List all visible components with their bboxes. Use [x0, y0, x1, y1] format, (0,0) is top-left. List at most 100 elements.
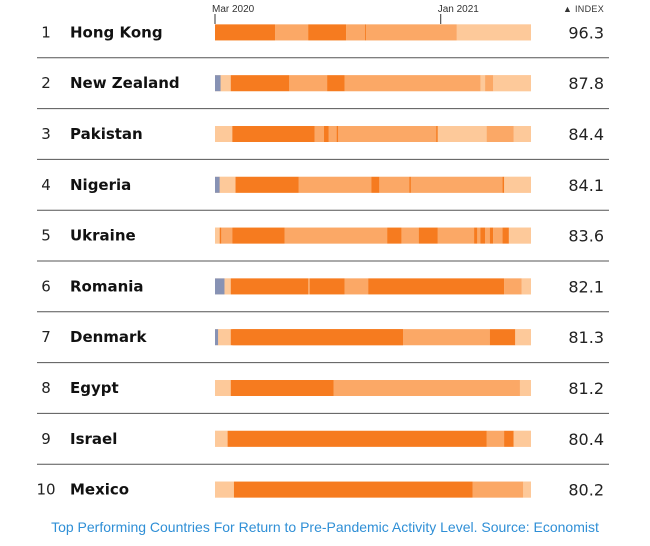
- activity-segment: [486, 126, 514, 142]
- country-index-chart: Mar 2020 Jan 2021 ▲ INDEX 1 Hong Kong 96.3 2 N…: [36, 4, 609, 500]
- activity-segment: [232, 126, 315, 142]
- country-name: Romania: [70, 277, 144, 295]
- rank-number: 3: [41, 125, 51, 143]
- activity-segment: [235, 176, 299, 193]
- index-value: 84.4: [568, 125, 604, 144]
- rank-number: 8: [41, 379, 51, 397]
- table-row: 1 Hong Kong 96.3: [37, 23, 609, 59]
- activity-segment: [515, 329, 531, 346]
- activity-segment: [409, 176, 411, 193]
- index-value: 81.2: [568, 379, 604, 398]
- activity-segment: [523, 481, 531, 498]
- table-row: 5 Ukraine 83.6: [37, 227, 609, 262]
- activity-segment: [489, 329, 516, 346]
- country-name: Egypt: [70, 379, 119, 397]
- axis-tick-label: Mar 2020: [212, 4, 255, 15]
- activity-segment: [220, 75, 231, 92]
- activity-segment: [403, 329, 490, 346]
- activity-segment: [314, 126, 325, 142]
- country-name: Denmark: [70, 328, 147, 346]
- index-value: 80.4: [568, 430, 604, 449]
- activity-segment: [232, 227, 285, 244]
- activity-segment: [289, 75, 328, 92]
- index-column-header: ▲ INDEX: [563, 4, 604, 14]
- activity-segment: [219, 176, 236, 193]
- activity-segment: [230, 278, 309, 295]
- country-name: Hong Kong: [70, 23, 163, 41]
- activity-segment: [338, 126, 437, 142]
- index-value: 83.6: [568, 227, 604, 246]
- activity-segment: [218, 329, 231, 346]
- time-axis: Mar 2020 Jan 2021 ▲ INDEX: [212, 4, 604, 24]
- activity-segment: [504, 278, 522, 295]
- table-row: 8 Egypt 81.2: [37, 379, 609, 414]
- activity-segment: [215, 481, 234, 498]
- activity-segment: [328, 126, 337, 142]
- activity-segment: [219, 227, 222, 244]
- activity-segment: [215, 380, 231, 396]
- activity-segment: [365, 24, 367, 41]
- activity-segment: [513, 126, 531, 142]
- table-row: 6 Romania 82.1: [37, 277, 609, 313]
- activity-segment: [485, 227, 490, 244]
- table-row: 3 Pakistan 84.4: [37, 125, 609, 160]
- activity-segment: [504, 176, 509, 193]
- activity-segment: [215, 24, 276, 41]
- activity-segment: [224, 278, 231, 295]
- activity-segment: [344, 75, 481, 92]
- activity-segment: [324, 126, 329, 142]
- country-name: Ukraine: [70, 227, 136, 245]
- activity-segment: [437, 126, 487, 142]
- activity-segment: [215, 75, 221, 92]
- activity-segment: [233, 481, 473, 498]
- activity-segment: [489, 227, 494, 244]
- activity-segment: [275, 24, 309, 41]
- activity-segment: [504, 430, 514, 447]
- activity-segment: [309, 278, 345, 295]
- axis-tick-label: Jan 2021: [438, 4, 480, 15]
- rank-number: 2: [41, 74, 51, 92]
- activity-segment: [371, 176, 380, 193]
- activity-segment: [215, 176, 220, 193]
- index-value: 84.1: [568, 176, 604, 195]
- activity-segment: [336, 126, 339, 142]
- activity-segment: [215, 278, 225, 295]
- table-row: 10 Mexico 80.2: [36, 481, 604, 500]
- activity-segment: [521, 278, 531, 295]
- rank-number: 5: [41, 227, 51, 245]
- activity-segment: [333, 380, 520, 396]
- activity-segment: [215, 430, 228, 447]
- activity-segment: [308, 278, 310, 295]
- activity-segment: [327, 75, 345, 92]
- activity-segment: [232, 329, 404, 346]
- activity-segment: [513, 430, 531, 447]
- activity-segment: [480, 227, 486, 244]
- activity-segment: [474, 227, 478, 244]
- activity-segment: [344, 278, 369, 295]
- activity-segment: [472, 481, 524, 498]
- activity-segment: [387, 227, 402, 244]
- activity-segment: [436, 126, 438, 142]
- index-value: 82.1: [568, 277, 604, 296]
- index-value: 80.2: [568, 481, 604, 500]
- activity-segment: [486, 430, 505, 447]
- activity-segment: [508, 227, 531, 244]
- activity-segment: [230, 75, 290, 92]
- activity-segment: [485, 75, 494, 92]
- activity-segment: [493, 227, 503, 244]
- rank-number: 7: [41, 328, 51, 346]
- activity-segment: [401, 227, 419, 244]
- activity-segment: [493, 75, 531, 92]
- activity-segment: [379, 176, 410, 193]
- activity-segment: [368, 278, 505, 295]
- table-row: 4 Nigeria 84.1: [37, 176, 609, 211]
- country-name: Mexico: [70, 481, 129, 499]
- activity-segment: [346, 24, 366, 41]
- table-row: 7 Denmark 81.3: [37, 328, 609, 364]
- rank-number: 6: [41, 277, 51, 295]
- index-value: 96.3: [568, 23, 604, 42]
- country-name: Nigeria: [70, 176, 131, 194]
- activity-segment: [215, 329, 219, 346]
- activity-segment: [284, 227, 388, 244]
- activity-segment: [502, 176, 505, 193]
